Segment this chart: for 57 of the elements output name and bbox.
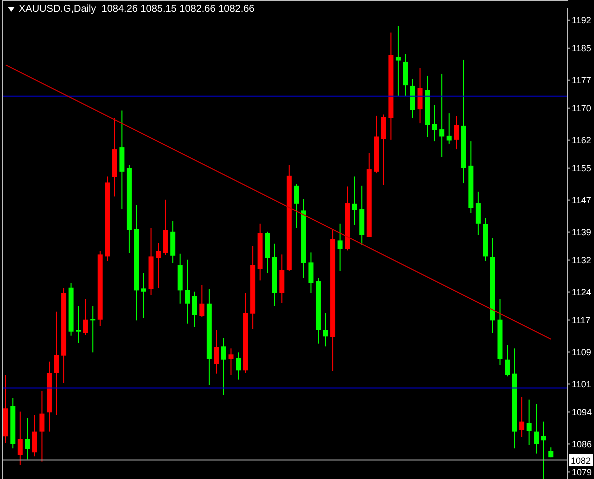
candlestick (236, 352, 242, 380)
y-tick-label: 1170 (572, 104, 592, 114)
y-tick-label: 1192 (572, 16, 592, 26)
candlestick (338, 223, 343, 272)
ref-line-label: 1082 (571, 456, 592, 466)
y-tick-label: 1117 (572, 315, 591, 326)
candlestick (170, 221, 176, 264)
candlestick (90, 306, 96, 354)
candlestick (432, 104, 438, 142)
candlestick (505, 344, 510, 378)
candlestick (381, 114, 386, 186)
y-tick-label: 1162 (572, 136, 592, 146)
candlestick (228, 348, 234, 376)
y-tick-label: 1086 (572, 439, 592, 450)
candlestick (40, 390, 45, 462)
y-tick-label: 1155 (572, 164, 592, 174)
candlestick (163, 199, 168, 256)
candlestick (18, 411, 23, 466)
candlestick (323, 312, 328, 348)
y-tick-label: 1147 (572, 196, 592, 206)
candlestick (280, 254, 285, 304)
candlestick (76, 306, 82, 344)
candlestick (185, 259, 190, 324)
candlestick (54, 311, 60, 416)
y-tick-label: 1177 (572, 76, 592, 86)
candlestick (25, 418, 30, 460)
candlestick (308, 252, 314, 294)
candlestick (454, 116, 460, 150)
candlestick (476, 191, 481, 236)
candlestick (396, 25, 401, 96)
candlestick (541, 421, 546, 479)
candlestick (418, 68, 423, 124)
y-tick-label: 1101 (572, 379, 592, 390)
candlestick (142, 272, 146, 319)
candlestick (520, 396, 525, 438)
candlestick (440, 73, 445, 158)
candlestick (446, 113, 452, 144)
y-tick-label: 1079 (572, 467, 592, 478)
y-tick-label: 1132 (572, 255, 592, 266)
candlestick (534, 404, 540, 454)
candlestick (200, 284, 205, 318)
candlestick (352, 176, 358, 226)
candlestick (526, 399, 532, 446)
candlestick (156, 243, 162, 289)
y-tick-label: 1094 (572, 407, 592, 418)
candlestick (403, 54, 408, 96)
y-tick-label: 1109 (572, 347, 592, 358)
candlestick (192, 291, 198, 328)
candlestick (214, 330, 220, 374)
candlestick (32, 414, 38, 458)
y-tick-label: 1185 (572, 44, 592, 54)
y-tick-label: 1124 (572, 287, 592, 298)
chart-title: XAUUSD.G,Daily 1084.26 1085.15 1082.66 1082.66 (19, 4, 255, 15)
candlestick (221, 338, 226, 396)
y-tick-label: 1139 (572, 228, 592, 238)
candlestick (83, 298, 88, 336)
candlestick (294, 184, 300, 229)
